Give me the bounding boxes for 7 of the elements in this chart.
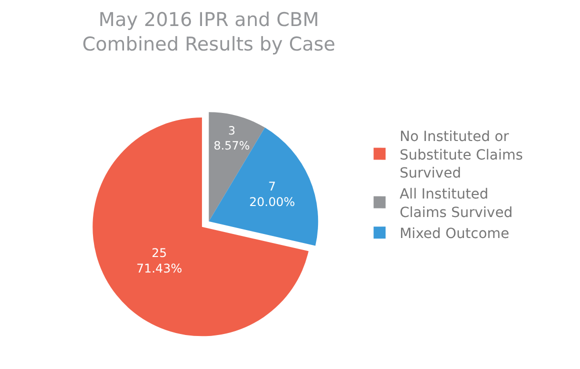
legend-label: Mixed Outcome <box>400 226 510 242</box>
legend-label: No Instituted or Substitute Claims Survived <box>400 129 523 182</box>
chart-title: May 2016 IPR and CBM Combined Results by Case <box>82 8 336 56</box>
data-label: 7 20.00% <box>249 180 295 210</box>
legend-label: All Instituted Claims Survived <box>400 186 513 221</box>
data-label: 25 71.43% <box>136 246 182 276</box>
data-label: 3 8.57% <box>214 124 250 152</box>
